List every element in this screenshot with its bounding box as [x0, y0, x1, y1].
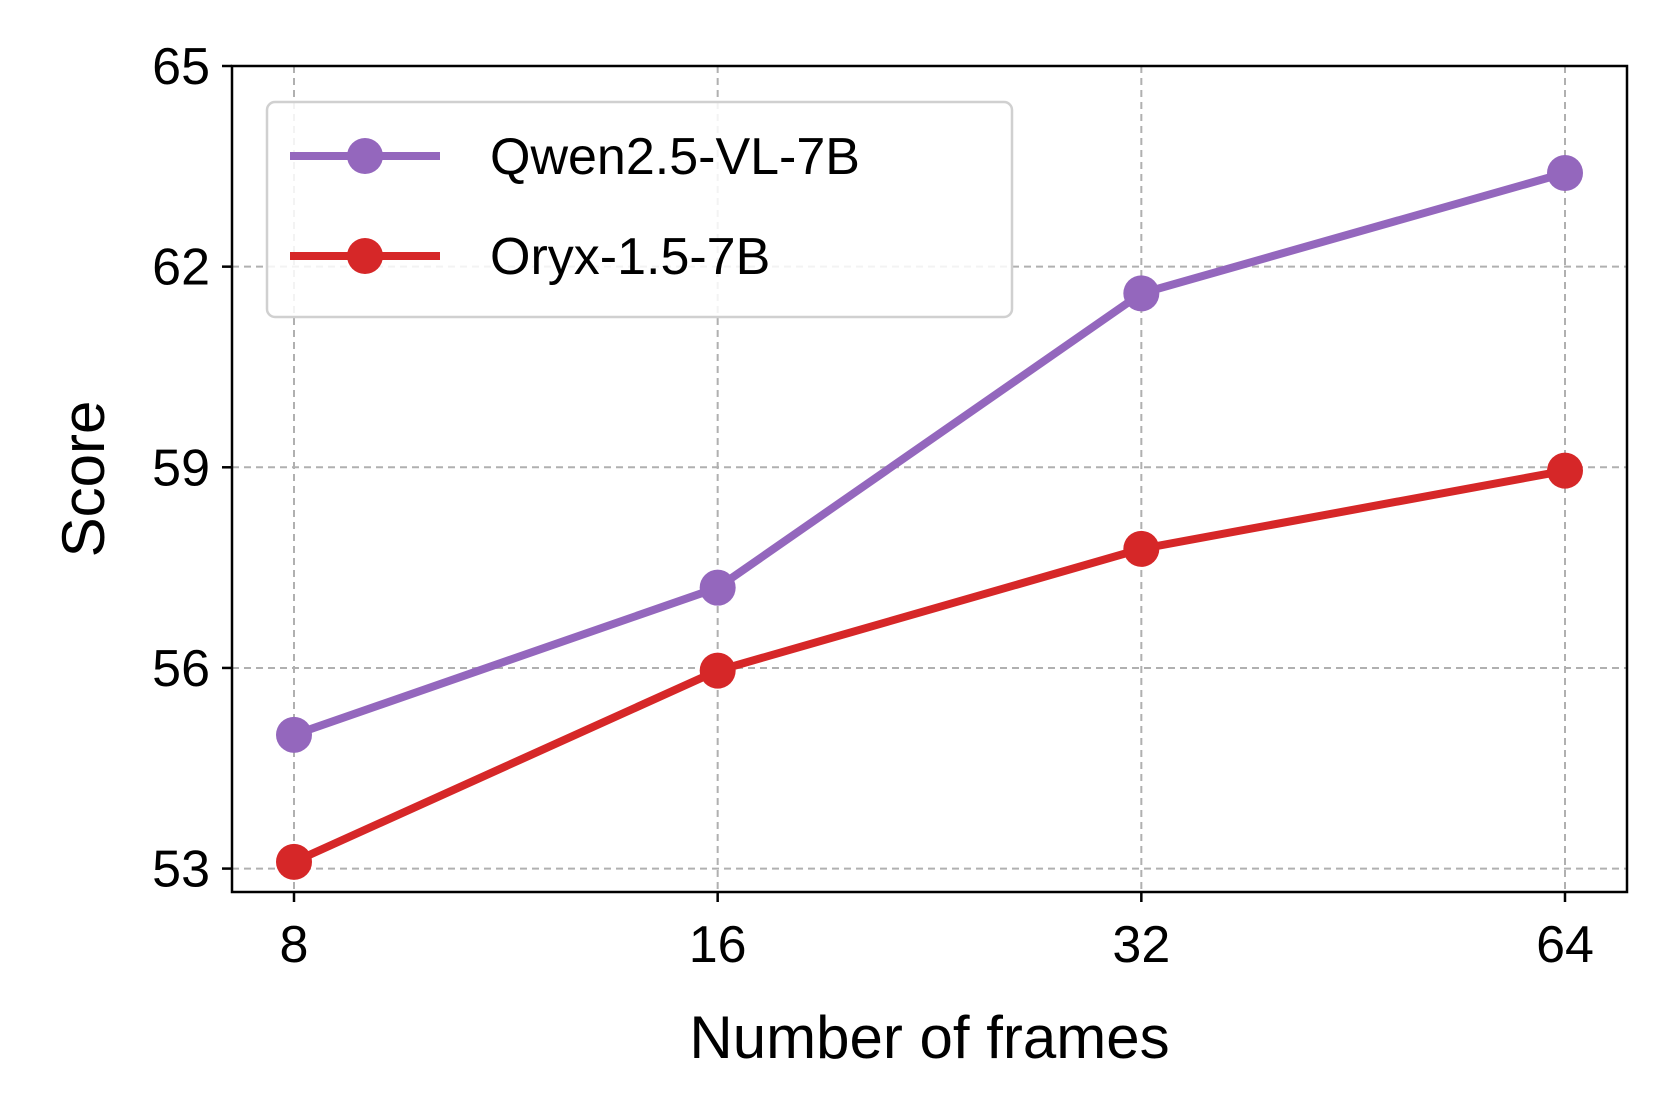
series-line	[292, 169, 1567, 739]
axis-ticks: 8 16 32 64 53 56 59 62 65	[152, 38, 1594, 974]
data-point	[699, 569, 736, 606]
y-tick-label: 59	[152, 439, 210, 497]
legend-marker	[347, 138, 383, 174]
legend-label: Oryx-1.5-7B	[490, 228, 770, 286]
legend-frame	[265, 100, 1014, 319]
y-tick-label: 65	[152, 38, 210, 96]
x-axis-title: Number of frames	[689, 1004, 1169, 1071]
legend-item: Oryx-1.5-7B	[290, 228, 770, 286]
plot-frame	[230, 64, 1629, 894]
legend-label: Qwen2.5-VL-7B	[490, 128, 860, 186]
series-layer	[276, 155, 1583, 880]
data-point	[1123, 530, 1160, 567]
y-tick-label: 56	[152, 640, 210, 698]
y-tick-label: 62	[152, 239, 210, 297]
data-point	[699, 652, 736, 689]
data-point	[276, 843, 312, 880]
series-qwen2-5-vl-7b	[276, 155, 1583, 753]
data-point	[276, 716, 312, 753]
x-tick-label: 64	[1536, 916, 1594, 974]
series-line	[292, 466, 1566, 866]
y-axis-title: Score	[50, 401, 117, 558]
data-point	[1123, 275, 1160, 312]
legend-marker	[347, 238, 383, 274]
legend-item: Qwen2.5-VL-7B	[290, 128, 860, 186]
series-oryx-1-5-7b	[276, 452, 1583, 880]
x-tick-label: 16	[689, 916, 747, 974]
x-tick-label: 8	[280, 916, 309, 974]
y-tick-label: 53	[152, 841, 210, 899]
data-point	[1547, 155, 1583, 192]
legend: Qwen2.5-VL-7B Oryx-1.5-7B	[265, 100, 1014, 319]
x-tick-label: 32	[1112, 916, 1170, 974]
data-point	[1547, 452, 1583, 489]
